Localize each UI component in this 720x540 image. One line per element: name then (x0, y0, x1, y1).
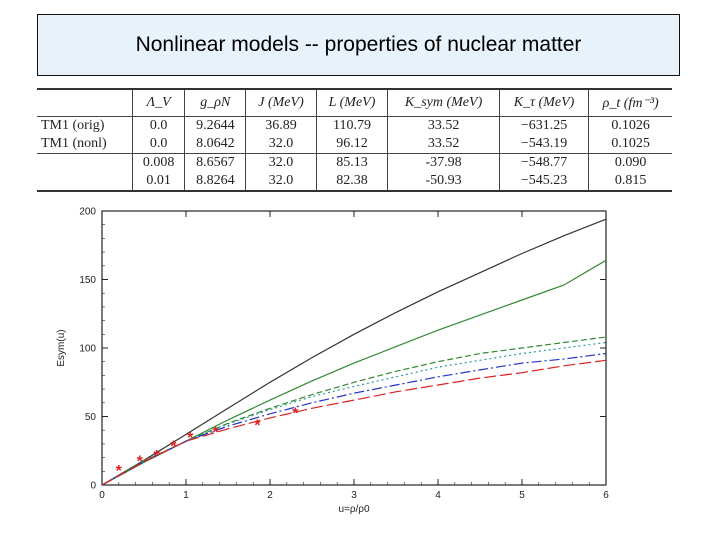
header-cell: ρ_t (fm⁻³) (588, 88, 672, 117)
y-tick-label: 50 (85, 412, 97, 423)
plot-frame (101, 210, 607, 486)
x-tick-label: 2 (267, 490, 273, 501)
slide-title-box: Nonlinear models -- properties of nuclea… (37, 14, 680, 76)
x-tick-label: 5 (519, 490, 525, 501)
table-cell: −545.23 (498, 172, 589, 192)
data-point-marker: * (153, 448, 160, 465)
data-point-marker: * (116, 463, 123, 480)
table-cell: 0.008 (132, 153, 185, 172)
table-cell: 0.090 (588, 153, 672, 172)
table-cell: 33.52 (387, 135, 500, 154)
table-cell: TM1 (nonl) (37, 135, 133, 154)
table-cell: -37.98 (387, 153, 500, 172)
table-cell: 0.01 (132, 172, 185, 192)
table-cell: 32.0 (245, 153, 317, 172)
table-cell: −631.25 (498, 116, 589, 135)
header-cell: Λ_V (132, 88, 185, 117)
table-cell: 8.8264 (184, 172, 246, 192)
header-cell: J (MeV) (245, 88, 317, 117)
table-cell: 0.1026 (588, 116, 672, 135)
table-cell: 8.6567 (184, 153, 246, 172)
data-point-marker: * (212, 425, 219, 442)
header-cell: g_ρN (184, 88, 246, 117)
table-cell (37, 154, 133, 173)
series-line-4 (101, 341, 607, 486)
y-axis-label: Esym(u) (56, 329, 67, 366)
table-header-row: Λ_V g_ρN J (MeV) L (MeV) K_sym (MeV) K_τ… (37, 88, 672, 117)
table-cell: 9.2644 (184, 116, 246, 135)
series-line-2 (101, 259, 607, 486)
data-point-marker: * (254, 418, 261, 435)
header-cell (37, 88, 133, 117)
symmetry-energy-chart: 0 1 2 3 4 5 6 0 50 100 150 200 u=ρ/ρ0 Esym(u) * * * * * * * * (50, 200, 650, 520)
table-cell: 96.12 (315, 135, 388, 154)
chart-svg: 0 1 2 3 4 5 6 0 50 100 150 200 u=ρ/ρ0 Esym(u) * * * * * * * * (56, 207, 609, 516)
series-line-1 (101, 218, 607, 486)
table-cell: 110.79 (315, 116, 388, 135)
y-tick-label: 200 (79, 207, 96, 218)
y-tick-label: 0 (90, 481, 96, 492)
x-tick-label: 4 (435, 490, 441, 501)
series-line-6 (101, 359, 607, 486)
x-axis-label: u=ρ/ρ0 (338, 504, 370, 515)
table-cell: 8.0642 (184, 135, 246, 154)
header-cell: K_sym (MeV) (387, 88, 500, 117)
table-row: 0.008 8.6567 32.0 85.13 -37.98 −548.77 0… (37, 153, 672, 173)
data-point-marker: * (170, 438, 177, 455)
table-cell: 0.0 (132, 135, 185, 154)
table-cell: 0.1025 (588, 135, 672, 154)
data-point-marker: * (187, 430, 194, 447)
table-cell: 33.52 (387, 116, 500, 135)
table-cell: 82.38 (315, 172, 388, 192)
header-cell: L (MeV) (315, 88, 388, 117)
table-cell: −543.19 (498, 135, 589, 154)
table-cell: 32.0 (245, 172, 317, 192)
slide-title: Nonlinear models -- properties of nuclea… (135, 33, 582, 56)
y-tick-label: 100 (79, 344, 96, 355)
series-line-5 (101, 352, 607, 486)
header-cell: K_τ (MeV) (498, 88, 589, 117)
table-cell: −548.77 (498, 153, 589, 172)
table-cell (37, 172, 133, 192)
series-line-3 (101, 336, 607, 486)
table-cell: 36.89 (245, 116, 317, 135)
table-row: TM1 (orig) 0.0 9.2644 36.89 110.79 33.52… (37, 116, 672, 135)
y-tick-label: 150 (79, 275, 96, 286)
table-cell: 85.13 (315, 153, 388, 172)
table-cell: -50.93 (387, 172, 500, 192)
data-point-marker: * (292, 405, 299, 422)
x-tick-label: 1 (183, 490, 189, 501)
table-cell: 32.0 (245, 135, 317, 154)
x-tick-label: 3 (351, 490, 357, 501)
properties-table: Λ_V g_ρN J (MeV) L (MeV) K_sym (MeV) K_τ… (37, 88, 672, 192)
table-row: 0.01 8.8264 32.0 82.38 -50.93 −545.23 0.… (37, 172, 672, 192)
data-point-marker: * (137, 453, 144, 470)
table-row: TM1 (nonl) 0.0 8.0642 32.0 96.12 33.52 −… (37, 135, 672, 154)
table-cell: 0.815 (588, 172, 672, 192)
x-tick-label: 6 (603, 490, 609, 501)
x-tick-label: 0 (99, 490, 105, 501)
table-cell: TM1 (orig) (41, 118, 105, 133)
table-cell: 0.0 (132, 116, 185, 135)
